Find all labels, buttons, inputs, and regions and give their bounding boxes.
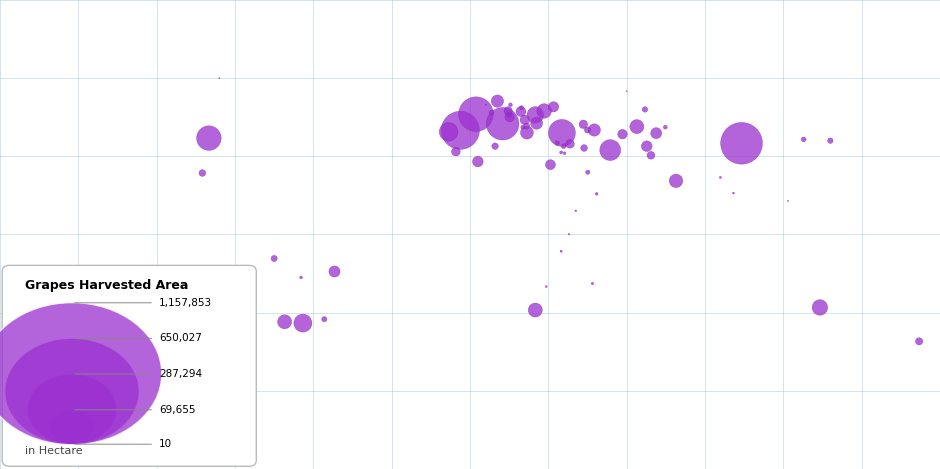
- Circle shape: [642, 106, 648, 112]
- Circle shape: [0, 303, 162, 445]
- Circle shape: [650, 128, 662, 139]
- Text: Grapes Harvested Area: Grapes Harvested Area: [24, 279, 188, 292]
- Circle shape: [721, 122, 762, 164]
- Circle shape: [329, 266, 340, 277]
- Circle shape: [486, 107, 519, 140]
- Circle shape: [505, 112, 514, 122]
- Text: 69,655: 69,655: [159, 405, 196, 415]
- Circle shape: [492, 95, 504, 107]
- Text: 10: 10: [159, 439, 172, 449]
- Circle shape: [300, 276, 303, 279]
- Text: 650,027: 650,027: [159, 333, 202, 343]
- Circle shape: [5, 338, 139, 445]
- Circle shape: [916, 338, 923, 345]
- Circle shape: [507, 112, 511, 117]
- Text: 287,294: 287,294: [159, 369, 202, 379]
- Circle shape: [485, 104, 487, 106]
- Text: in Hectare: in Hectare: [24, 446, 83, 456]
- Circle shape: [524, 123, 530, 129]
- Circle shape: [618, 129, 627, 139]
- Circle shape: [321, 317, 327, 322]
- Circle shape: [641, 141, 652, 151]
- Circle shape: [199, 170, 206, 176]
- Circle shape: [588, 124, 601, 136]
- Circle shape: [585, 127, 590, 133]
- Circle shape: [626, 91, 627, 92]
- Circle shape: [219, 77, 220, 79]
- Circle shape: [520, 115, 529, 125]
- Circle shape: [537, 104, 552, 118]
- Circle shape: [568, 234, 570, 235]
- Circle shape: [516, 106, 525, 116]
- Circle shape: [555, 141, 559, 145]
- Circle shape: [548, 102, 558, 112]
- Circle shape: [630, 120, 644, 134]
- Circle shape: [575, 210, 576, 212]
- Circle shape: [545, 160, 556, 170]
- Circle shape: [561, 144, 566, 149]
- Circle shape: [788, 200, 789, 202]
- Circle shape: [827, 138, 833, 144]
- Circle shape: [451, 147, 461, 156]
- Circle shape: [600, 140, 620, 160]
- Circle shape: [527, 106, 543, 123]
- Circle shape: [647, 151, 655, 159]
- Circle shape: [528, 303, 542, 317]
- Circle shape: [509, 103, 512, 106]
- Circle shape: [530, 117, 542, 129]
- Circle shape: [459, 97, 494, 131]
- Circle shape: [545, 286, 547, 287]
- Circle shape: [196, 126, 221, 151]
- Circle shape: [566, 139, 574, 148]
- Circle shape: [50, 410, 94, 445]
- Text: 1,157,853: 1,157,853: [159, 298, 212, 308]
- Circle shape: [271, 256, 277, 262]
- Circle shape: [581, 144, 588, 151]
- Circle shape: [559, 151, 563, 154]
- Circle shape: [489, 110, 494, 115]
- Circle shape: [664, 125, 667, 129]
- Circle shape: [521, 126, 533, 139]
- Circle shape: [591, 282, 594, 285]
- Circle shape: [563, 152, 566, 155]
- Circle shape: [520, 106, 524, 110]
- Circle shape: [277, 315, 291, 329]
- FancyBboxPatch shape: [2, 265, 257, 466]
- Circle shape: [586, 170, 590, 174]
- Circle shape: [294, 314, 312, 332]
- Circle shape: [27, 374, 117, 445]
- Circle shape: [579, 120, 588, 129]
- Circle shape: [719, 176, 722, 179]
- Circle shape: [492, 143, 498, 150]
- Circle shape: [595, 192, 598, 195]
- Circle shape: [812, 300, 827, 315]
- Circle shape: [669, 174, 682, 188]
- Circle shape: [521, 125, 525, 129]
- Circle shape: [504, 106, 512, 115]
- Circle shape: [560, 250, 562, 252]
- Circle shape: [732, 192, 734, 194]
- Circle shape: [441, 111, 479, 149]
- Circle shape: [473, 156, 483, 167]
- Circle shape: [548, 120, 575, 146]
- Circle shape: [439, 122, 458, 141]
- Circle shape: [801, 137, 807, 142]
